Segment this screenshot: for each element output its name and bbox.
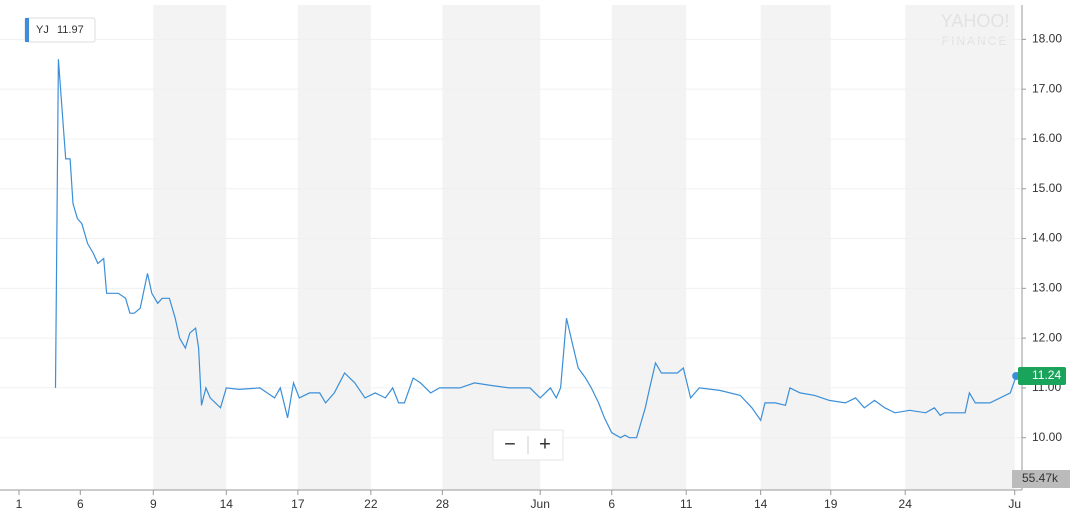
shade-column bbox=[297, 5, 371, 490]
shade-column bbox=[611, 5, 687, 490]
x-tick-label: 22 bbox=[364, 497, 378, 511]
y-tick-label: 10.00 bbox=[1032, 430, 1062, 444]
shade-column bbox=[760, 5, 831, 490]
volume-tag bbox=[1012, 470, 1070, 488]
x-tick-label: 1 bbox=[16, 497, 23, 511]
watermark: FINANCE bbox=[942, 34, 1009, 48]
y-tick-label: 16.00 bbox=[1032, 131, 1062, 145]
y-tick-label: 15.00 bbox=[1032, 181, 1062, 195]
x-tick-label: 9 bbox=[150, 497, 157, 511]
y-tick-label: 12.00 bbox=[1032, 330, 1062, 344]
zoom-button[interactable]: − bbox=[504, 433, 516, 455]
y-tick-label: 14.00 bbox=[1032, 231, 1062, 245]
x-tick-label: 6 bbox=[77, 497, 84, 511]
x-tick-label: 6 bbox=[608, 497, 615, 511]
shade-column bbox=[905, 5, 1015, 490]
y-tick-label: 13.00 bbox=[1032, 281, 1062, 295]
x-tick-label: 24 bbox=[899, 497, 913, 511]
y-tick-label: 18.00 bbox=[1032, 32, 1062, 46]
x-tick-label: Jun bbox=[531, 497, 550, 511]
zoom-button[interactable]: + bbox=[539, 433, 551, 455]
watermark: YAHOO! bbox=[941, 11, 1010, 31]
legend-value: 11.97 bbox=[57, 24, 84, 36]
legend-swatch bbox=[25, 18, 29, 42]
shade-column bbox=[153, 5, 227, 490]
legend-name: YJ bbox=[36, 24, 49, 36]
price-line bbox=[54, 59, 1017, 439]
x-tick-label: 14 bbox=[754, 497, 768, 511]
x-tick-label: 11 bbox=[680, 497, 693, 511]
x-tick-label: 14 bbox=[220, 497, 234, 511]
last-value-tag bbox=[1018, 366, 1066, 385]
x-tick-label: 19 bbox=[824, 497, 838, 511]
shade-column bbox=[442, 5, 541, 490]
last-value-label: 11.24 bbox=[1032, 368, 1061, 382]
x-tick-label: 17 bbox=[291, 497, 305, 511]
x-tick-label: 28 bbox=[436, 497, 450, 511]
volume-label: 55.47k bbox=[1022, 471, 1059, 485]
y-tick-label: 17.00 bbox=[1032, 81, 1062, 95]
x-tick-label: Ju bbox=[1008, 497, 1021, 511]
